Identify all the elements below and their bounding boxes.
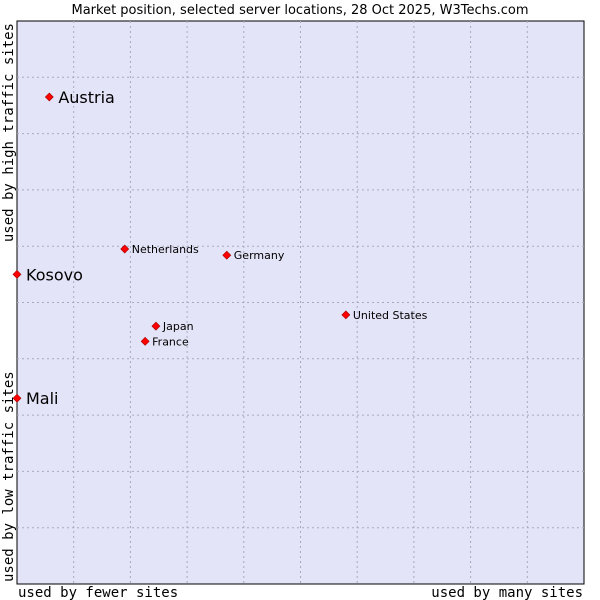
data-points: Austria Kosovo Mali Netherlands Germany Unite…: [12, 88, 428, 408]
x-axis-label-right: used by many sites: [431, 585, 583, 600]
point-label-germany: Germany: [234, 249, 285, 262]
x-axis-label-left: used by fewer sites: [18, 585, 178, 600]
point-austria: [44, 92, 54, 102]
chart-title: Market position, selected server locatio…: [71, 3, 528, 18]
y-axis-label-bottom: used by low traffic sites: [1, 371, 17, 582]
point-label-kosovo: Kosovo: [26, 265, 83, 284]
point-kosovo: [12, 269, 22, 279]
point-france: [140, 336, 150, 346]
point-japan: [151, 321, 161, 331]
point-united-states: [341, 310, 351, 320]
point-label-france: France: [152, 335, 189, 348]
point-netherlands: [120, 244, 130, 254]
point-germany: [222, 250, 232, 260]
point-label-united-states: United States: [353, 309, 428, 322]
grid-lines: [17, 21, 584, 584]
point-label-mali: Mali: [26, 389, 59, 408]
point-label-japan: Japan: [162, 320, 194, 333]
y-axis-label-top: used by high traffic sites: [1, 23, 17, 242]
point-label-austria: Austria: [58, 88, 115, 107]
point-label-netherlands: Netherlands: [132, 243, 199, 256]
point-mali: [12, 393, 22, 403]
